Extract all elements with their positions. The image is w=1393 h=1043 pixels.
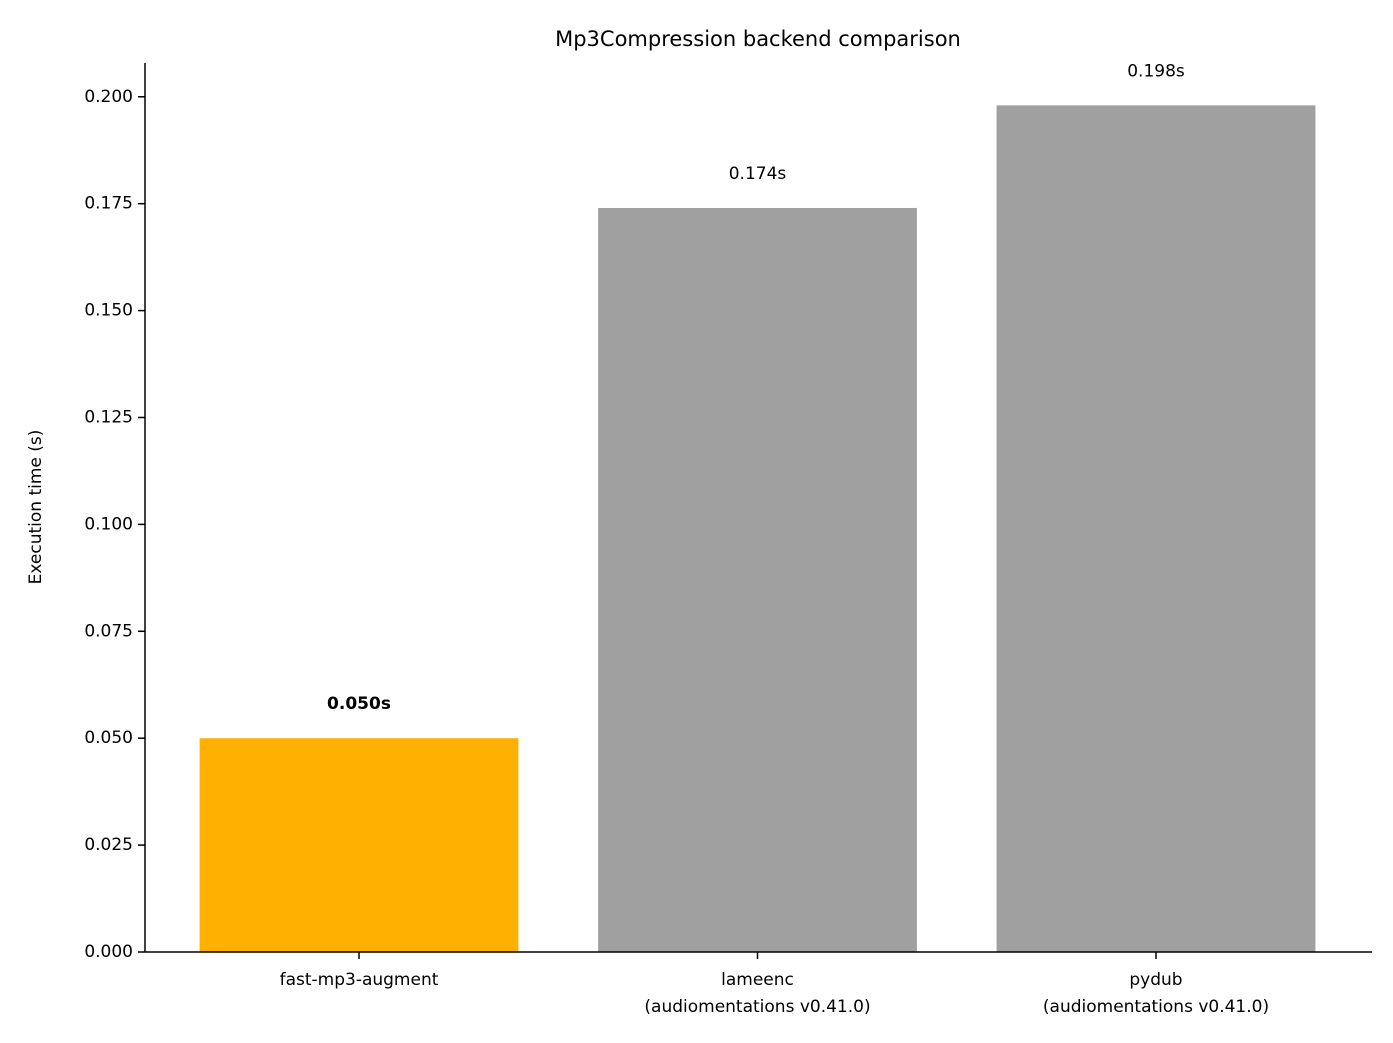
- y-tick-label: 0.100: [84, 514, 133, 534]
- x-tick-label: lameenc (audiomentations v0.41.0): [644, 970, 870, 1017]
- x-tick-label: fast-mp3-augment: [280, 970, 439, 990]
- value-label: 0.050s: [327, 694, 391, 714]
- chart-title: Mp3Compression backend comparison: [555, 27, 961, 51]
- y-tick-label: 0.075: [84, 621, 133, 641]
- value-label: 0.174s: [729, 164, 787, 184]
- y-tick-label: 0.050: [84, 728, 133, 748]
- y-tick-label: 0.150: [84, 301, 133, 321]
- value-label: 0.198s: [1127, 61, 1185, 81]
- y-tick-label: 0.200: [84, 87, 133, 107]
- y-tick-label: 0.000: [84, 942, 133, 962]
- y-tick-label: 0.125: [84, 407, 133, 427]
- bar: [996, 105, 1316, 953]
- y-axis-label: Execution time (s): [26, 430, 46, 585]
- y-tick-label: 0.025: [84, 835, 133, 855]
- bar: [598, 207, 917, 952]
- bar: [199, 738, 519, 952]
- y-tick-label: 0.175: [84, 194, 133, 214]
- x-tick-label: pydub (audiomentations v0.41.0): [1043, 970, 1269, 1017]
